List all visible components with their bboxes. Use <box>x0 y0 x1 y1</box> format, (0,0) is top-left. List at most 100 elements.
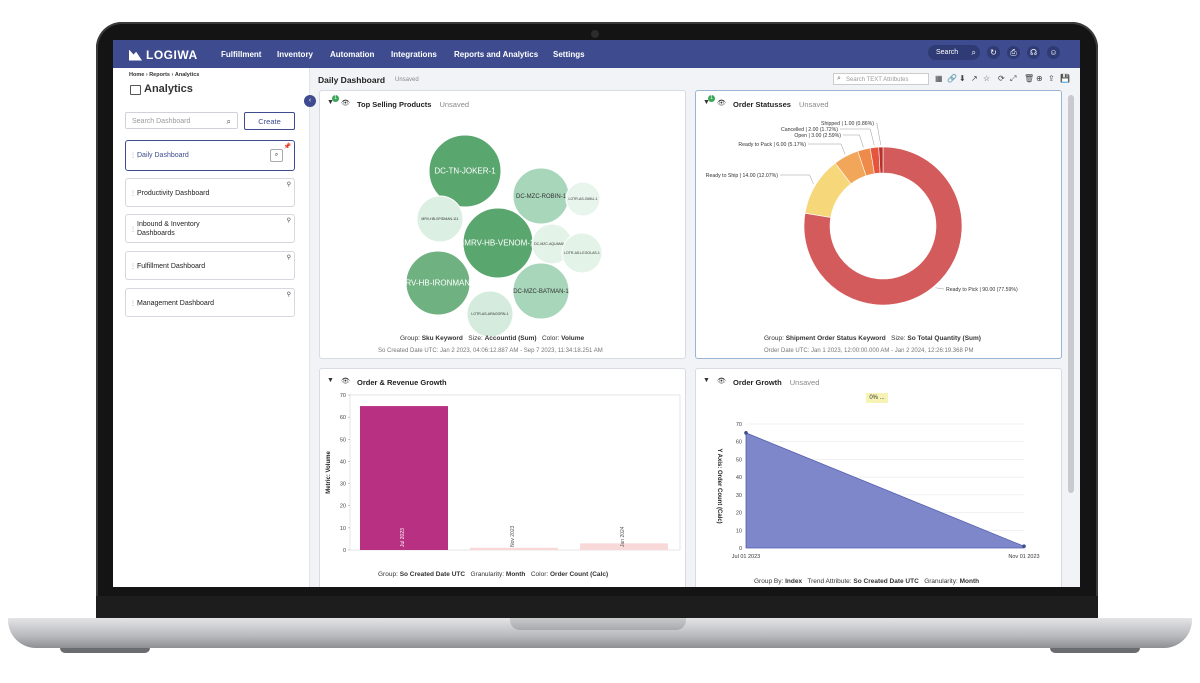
save-icon[interactable]: 💾 <box>1060 74 1070 83</box>
headset-icon[interactable]: ☊ <box>1027 46 1040 59</box>
attribute-search-input[interactable]: Search TEXT Attributes <box>833 73 929 85</box>
expand-icon[interactable]: ⤢ <box>1010 74 1017 83</box>
bar[interactable] <box>580 543 668 550</box>
eye-icon[interactable]: 👁 <box>341 100 350 107</box>
y-tick-label: 20 <box>736 511 742 517</box>
order-growth-card: ▼ 👁 Order Growth Unsaved 0% ... 0 10 20 30 40… <box>695 368 1062 587</box>
y-tick-label: 30 <box>736 493 742 499</box>
bubble-chart: DC-TN-JOKER-1 -MRV-HB-VENOM-1 MRV-HB-IRONM… <box>399 134 603 338</box>
bubble[interactable] <box>565 181 601 217</box>
meta-label: Group: <box>764 335 784 342</box>
crumb-home[interactable]: Home <box>129 72 145 78</box>
sidebar-item-daily-dashboard[interactable]: ⋮⋮ Daily Dashboard ⌕ 📌 <box>125 140 295 171</box>
bar[interactable] <box>470 547 558 550</box>
drag-handle-icon[interactable]: ⋮⋮ <box>130 264 141 270</box>
create-button[interactable]: Create <box>244 112 295 130</box>
y-tick-label: 40 <box>340 459 346 465</box>
drag-handle-icon[interactable]: ⋮⋮ <box>130 227 141 233</box>
download-icon[interactable]: ⬇ <box>959 74 966 83</box>
slice-label: Ready to Ship | 14.00 (12.07%) <box>706 173 779 179</box>
pin-icon[interactable]: ⚲ <box>286 182 291 188</box>
grid-icon[interactable]: ▦ <box>935 74 943 83</box>
nav-settings[interactable]: Settings <box>553 50 585 59</box>
drag-handle-icon[interactable]: ⋮⋮ <box>130 301 141 307</box>
top-selling-products-card: ▼ 1 👁 Top Selling Products Unsaved DC-TN-… <box>319 90 686 359</box>
filter-count-badge: 1 <box>332 95 339 102</box>
leader-line <box>876 122 882 146</box>
bubble[interactable] <box>405 250 471 316</box>
filter-icon[interactable]: ▼ <box>327 99 334 106</box>
slice-label: Ready to Pick | 90.00 (77.59%) <box>946 287 1018 293</box>
filter-icon[interactable]: ▼ <box>703 99 710 106</box>
nav-integrations[interactable]: Integrations <box>391 50 437 59</box>
y-tick-label: 60 <box>340 415 346 421</box>
sidebar-item-inbound-inventory[interactable]: ⋮⋮ Inbound & Inventory Dashboards ⚲ <box>125 214 295 243</box>
bubble-label: DC-MZC-BATMAN-1 <box>513 289 569 295</box>
pin-icon[interactable]: ⚲ <box>286 218 291 224</box>
bubble[interactable] <box>466 290 514 338</box>
screen: LOGIWA Fulfillment Inventory Automation … <box>113 40 1080 587</box>
drag-handle-icon[interactable]: ⋮⋮ <box>130 191 141 197</box>
card-title-text: Order Statusses <box>733 100 791 109</box>
pin-icon[interactable]: ⚲ <box>286 255 291 261</box>
meta-value: Volume <box>561 335 585 342</box>
bubble-label: DC-TN-JOKER-1 <box>434 167 496 176</box>
filter-count-badge: 1 <box>708 95 715 102</box>
donut-slice[interactable] <box>803 146 963 306</box>
sync-icon[interactable]: ⟳ <box>998 74 1005 83</box>
bubble[interactable] <box>416 195 464 243</box>
nav-inventory[interactable]: Inventory <box>277 50 314 59</box>
crumb-analytics[interactable]: Analytics <box>174 72 200 78</box>
meta-label: Granularity: <box>470 571 505 578</box>
nav-fulfillment[interactable]: Fulfillment <box>221 50 262 59</box>
eye-icon[interactable]: 👁 <box>341 378 350 385</box>
data-point[interactable] <box>744 431 748 435</box>
filter-icon[interactable]: ▼ <box>327 377 334 384</box>
external-icon[interactable]: ↗ <box>971 74 978 83</box>
y-axis-label: Y Axis: Order Count (Calc) <box>716 448 722 523</box>
crumb-sep: › <box>171 72 174 78</box>
bubble[interactable] <box>561 232 603 274</box>
card-title: Order Statusses Unsaved <box>733 100 829 109</box>
filter-icon[interactable]: ▼ <box>703 377 710 384</box>
sidebar-item-fulfillment-dashboard[interactable]: ⋮⋮ Fulfillment Dashboard ⚲ <box>125 251 295 280</box>
pin-icon[interactable]: ⚲ <box>286 292 291 298</box>
collapse-sidebar-button[interactable]: ‹ <box>304 95 316 107</box>
leader-line <box>935 287 944 290</box>
pin-icon[interactable]: 📌 <box>283 144 291 150</box>
share-icon[interactable]: ⇪ <box>1048 74 1055 83</box>
eye-icon[interactable]: 👁 <box>717 378 726 385</box>
y-tick-label: 20 <box>340 504 346 510</box>
nav-reports-analytics[interactable]: Reports and Analytics <box>454 50 539 59</box>
star-icon[interactable]: ☆ <box>983 74 991 83</box>
link-icon[interactable]: 🔗 <box>947 74 957 83</box>
y-tick-label: 70 <box>736 422 742 428</box>
scrollbar[interactable] <box>1068 95 1074 493</box>
nav-automation[interactable]: Automation <box>330 50 375 59</box>
logo[interactable]: LOGIWA <box>129 48 198 62</box>
donut-slice[interactable] <box>878 146 884 174</box>
refresh-icon[interactable]: ↻ <box>987 46 1000 59</box>
drag-handle-icon[interactable]: ⋮⋮ <box>130 153 141 159</box>
nav-search[interactable]: Search ⌕ <box>928 45 980 60</box>
search-dashboard-input[interactable]: Search Dashboard ⌕ <box>125 112 238 129</box>
sidebar-item-productivity-dashboard[interactable]: ⋮⋮ Productivity Dashboard ⚲ <box>125 178 295 207</box>
meta-label: Size: <box>891 335 906 342</box>
bubble[interactable] <box>428 134 502 208</box>
crumb-reports[interactable]: Reports <box>149 72 170 78</box>
search-icon[interactable]: ⌕ <box>270 149 283 162</box>
y-tick-label: 70 <box>340 393 346 399</box>
card-meta: Group: Sku Keyword Size: Accountid (Sum)… <box>400 335 584 342</box>
data-point[interactable] <box>1022 544 1026 549</box>
eye-icon[interactable]: 👁 <box>717 100 726 107</box>
bubble[interactable] <box>512 262 570 320</box>
card-meta: Group By: Index Trend Attribute: So Crea… <box>754 578 979 585</box>
user-icon[interactable]: ☺ <box>1047 46 1060 59</box>
trash-icon[interactable]: 🗑 <box>1024 74 1035 83</box>
card-title: Top Selling Products Unsaved <box>357 100 469 109</box>
add-icon[interactable]: ⊕ <box>1036 74 1043 83</box>
print-icon[interactable]: ⎙ <box>1007 46 1020 59</box>
sidebar-item-management-dashboard[interactable]: ⋮⋮ Management Dashboard ⚲ <box>125 288 295 317</box>
area-series[interactable] <box>745 432 1025 549</box>
bar[interactable] <box>360 406 448 550</box>
